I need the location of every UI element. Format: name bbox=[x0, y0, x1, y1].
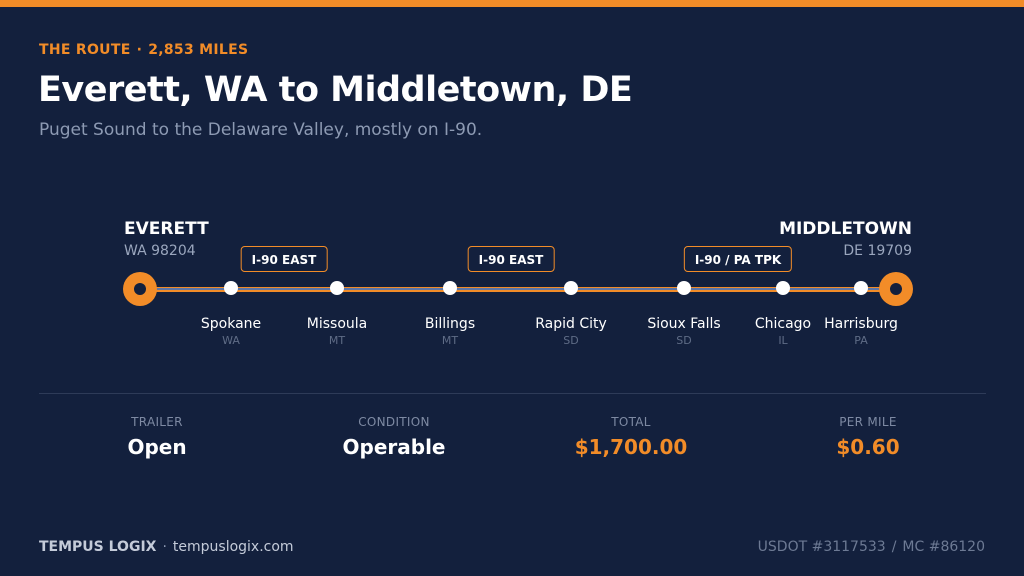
brand-name: TEMPUS LOGIX bbox=[39, 539, 157, 555]
footer-brand: TEMPUS LOGIX · tempuslogix.com bbox=[39, 539, 294, 555]
stat-label: TRAILER bbox=[131, 415, 183, 429]
origin-detail: WA 98204 bbox=[124, 243, 196, 259]
stat-label: TOTAL bbox=[611, 415, 651, 429]
stop-city: Billings bbox=[424, 316, 476, 332]
stop-city: Missoula bbox=[306, 316, 368, 332]
stop-marker bbox=[677, 281, 691, 295]
stat-condition: CONDITION Operable bbox=[343, 415, 446, 459]
stop-marker bbox=[854, 281, 868, 295]
stop-label: Rapid City SD bbox=[535, 316, 607, 347]
stop-city: Chicago bbox=[754, 316, 812, 332]
stop-label: Chicago IL bbox=[755, 316, 811, 347]
stop-label: Billings MT bbox=[425, 316, 475, 347]
origin-name: EVERETT bbox=[124, 219, 209, 239]
stat-value: $1,700.00 bbox=[574, 435, 688, 459]
footer-divider: / bbox=[891, 539, 897, 555]
stop-marker bbox=[330, 281, 344, 295]
top-accent-bar bbox=[0, 0, 1024, 7]
stat-value: $0.60 bbox=[836, 435, 900, 459]
stop-label: Harrisburg PA bbox=[824, 316, 898, 347]
highway-badge: I-90 / PA TPK bbox=[683, 246, 793, 272]
route-eyebrow: THE ROUTE · 2,853 MILES bbox=[39, 42, 248, 58]
stat-per-mile: PER MILE $0.60 bbox=[836, 415, 899, 459]
stop-marker bbox=[776, 281, 790, 295]
stat-trailer: TRAILER Open bbox=[127, 415, 186, 459]
page-subtitle: Puget Sound to the Delaware Valley, most… bbox=[39, 120, 483, 140]
stat-value: Open bbox=[127, 435, 187, 459]
stop-label: Spokane WA bbox=[201, 316, 261, 347]
stat-label: PER MILE bbox=[839, 415, 897, 429]
page-title: Everett, WA to Middletown, DE bbox=[38, 70, 633, 110]
stop-state: WA bbox=[222, 334, 240, 347]
stat-value: Operable bbox=[342, 435, 446, 459]
stop-city: Sioux Falls bbox=[647, 316, 721, 332]
destination-endpoint: MIDDLETOWN DE 19709 bbox=[779, 219, 912, 259]
stop-city: Spokane bbox=[200, 316, 262, 332]
stop-state: MT bbox=[328, 334, 346, 347]
stop-state: SD bbox=[676, 334, 692, 347]
destination-detail: DE 19709 bbox=[843, 243, 912, 259]
stat-label: CONDITION bbox=[358, 415, 430, 429]
website-link[interactable]: tempuslogix.com bbox=[172, 539, 294, 555]
highway-badge: I-90 EAST bbox=[240, 246, 328, 272]
highway-badge: I-90 EAST bbox=[467, 246, 555, 272]
stop-label: Missoula MT bbox=[307, 316, 367, 347]
stop-marker bbox=[224, 281, 238, 295]
stop-city: Harrisburg bbox=[824, 316, 898, 332]
origin-marker bbox=[123, 272, 157, 306]
usdot-number: USDOT #3117533 bbox=[757, 539, 886, 555]
mc-number: MC #86120 bbox=[902, 539, 985, 555]
stop-marker bbox=[443, 281, 457, 295]
footer-separator: · bbox=[162, 539, 167, 555]
destination-name: MIDDLETOWN bbox=[779, 219, 912, 239]
stop-state: MT bbox=[441, 334, 459, 347]
footer-registration: USDOT #3117533 / MC #86120 bbox=[758, 539, 985, 555]
route-line-inner bbox=[140, 288, 896, 290]
destination-marker bbox=[879, 272, 913, 306]
section-divider bbox=[39, 393, 986, 394]
stop-label: Sioux Falls SD bbox=[647, 316, 720, 347]
stop-state: SD bbox=[563, 334, 579, 347]
origin-endpoint: EVERETT WA 98204 bbox=[124, 219, 209, 259]
stop-state: PA bbox=[854, 334, 868, 347]
route-distance: 2,853 MILES bbox=[148, 42, 249, 58]
stop-state: IL bbox=[778, 334, 788, 347]
eyebrow-separator: · bbox=[136, 42, 143, 58]
stop-city: Rapid City bbox=[535, 316, 607, 332]
stat-total: TOTAL $1,700.00 bbox=[575, 415, 688, 459]
stop-marker bbox=[564, 281, 578, 295]
eyebrow-label: THE ROUTE bbox=[39, 42, 131, 58]
